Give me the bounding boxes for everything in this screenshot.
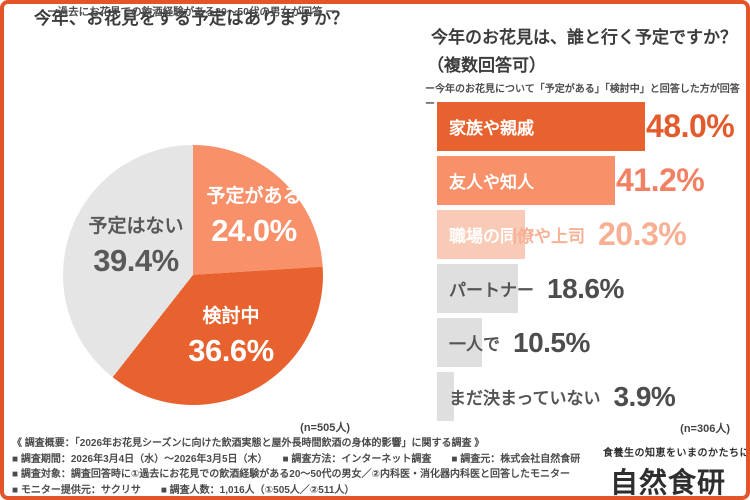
bar-value: 3.9% bbox=[613, 380, 676, 412]
pie-slice-label-yotei-wa-nai: 予定はない 39.4% bbox=[70, 216, 202, 279]
survey-monitor-count: ■ モニター提供元：サクリサ ■ 調査人数：1,016人（①505人／②511人… bbox=[12, 484, 355, 496]
bar-label: 職場の同僚や上司 bbox=[437, 222, 585, 247]
bar-row-undecided: まだ決まっていない 3.9% bbox=[437, 372, 737, 421]
company-logo: 食養生の知恵をいまのかたちに 自然食研 bbox=[603, 444, 750, 498]
bar-partner bbox=[437, 264, 518, 313]
logo-tagline: 食養生の知恵をいまのかたちに bbox=[603, 448, 750, 459]
bar-chart-title-line2: （複数回答可） bbox=[427, 56, 546, 75]
bar-value: 10.5% bbox=[513, 326, 590, 358]
bar-alone bbox=[437, 318, 482, 367]
pie-slice-value: 36.6% bbox=[188, 332, 274, 368]
bar-label: まだ決まっていない bbox=[449, 389, 601, 408]
bar-chart-title: 今年のお花見は、誰と行く予定ですか？ （複数回答可） bbox=[427, 24, 741, 80]
bar-label: 一人で bbox=[449, 335, 500, 354]
bar-row-friends: 友人や知人 41.2% bbox=[437, 156, 737, 205]
pie-slice-label-yotei-ga-aru: 予定がある 24.0% bbox=[190, 186, 318, 249]
bar-label: 家族や親戚 bbox=[449, 119, 534, 138]
pie-slice-value: 39.4% bbox=[93, 242, 179, 278]
pie-slice-name: 予定はない bbox=[88, 216, 184, 237]
bar-family bbox=[437, 102, 645, 151]
bar-row-coworkers: 職場の同僚や上司 20.3% bbox=[437, 210, 737, 259]
bar-friends bbox=[437, 156, 615, 205]
bar-label: パートナー bbox=[449, 281, 534, 300]
bar-row-partner: パートナー 18.6% bbox=[437, 264, 737, 313]
bar-label: 友人や知人 bbox=[449, 173, 534, 192]
survey-overview: 《 調査概要：「2026年お花見シーズンに向けた飲酒実態と屋外長時間飲酒の身体的… bbox=[12, 438, 485, 449]
survey-details: 《 調査概要：「2026年お花見シーズンに向けた飲酒実態と屋外長時間飲酒の身体的… bbox=[12, 436, 602, 496]
bar-value: 20.3% bbox=[598, 216, 687, 252]
bar-row-family: 家族や親戚 48.0% bbox=[437, 102, 737, 151]
pie-slice-label-kentochu: 検討中 36.6% bbox=[163, 306, 299, 369]
bar-sample-size: (n=306人) bbox=[680, 423, 730, 435]
bar-value: 18.6% bbox=[547, 272, 624, 304]
bar-value: 41.2% bbox=[616, 162, 705, 198]
bar-coworkers bbox=[437, 210, 525, 259]
bar-row-alone: 一人で 10.5% bbox=[437, 318, 737, 367]
bar-chart-title-line1: 今年のお花見は、誰と行く予定ですか？ bbox=[431, 28, 737, 47]
pie-chart-subtitle: ー過去にお花見での飲酒経験がある20〜50代の男女が回答 ー bbox=[47, 6, 336, 18]
pie-chart bbox=[63, 145, 323, 405]
survey-period-method-source: ■ 調査期間：2026年3月4日（水）〜2026年3月5日（木） ■ 調査方法：… bbox=[12, 453, 581, 465]
bar-chart: 家族や親戚 48.0% 友人や知人 41.2% 職場の同僚や上司 20.3% パ… bbox=[437, 102, 737, 426]
bar-undecided bbox=[437, 372, 454, 421]
pie-chart-title: 今年、お花見をする予定はありますか？ bbox=[34, 9, 349, 28]
pie-slice-value: 24.0% bbox=[211, 212, 297, 248]
bar-chart-subtitle: ー今年のお花見について「予定がある」「検討中」と回答した方が回答ー bbox=[425, 84, 740, 110]
bar-value: 48.0% bbox=[646, 108, 735, 144]
pie-slice-name: 予定がある bbox=[206, 186, 302, 207]
pie-slice-name: 検討中 bbox=[202, 306, 260, 327]
logo-name: 自然食研 bbox=[609, 467, 726, 498]
pie-sample-size: (n=505人) bbox=[300, 422, 350, 434]
survey-target: ■ 調査対象：調査回答時に①過去にお花見での飲酒経験がある20〜50代の男女／②… bbox=[12, 469, 570, 480]
